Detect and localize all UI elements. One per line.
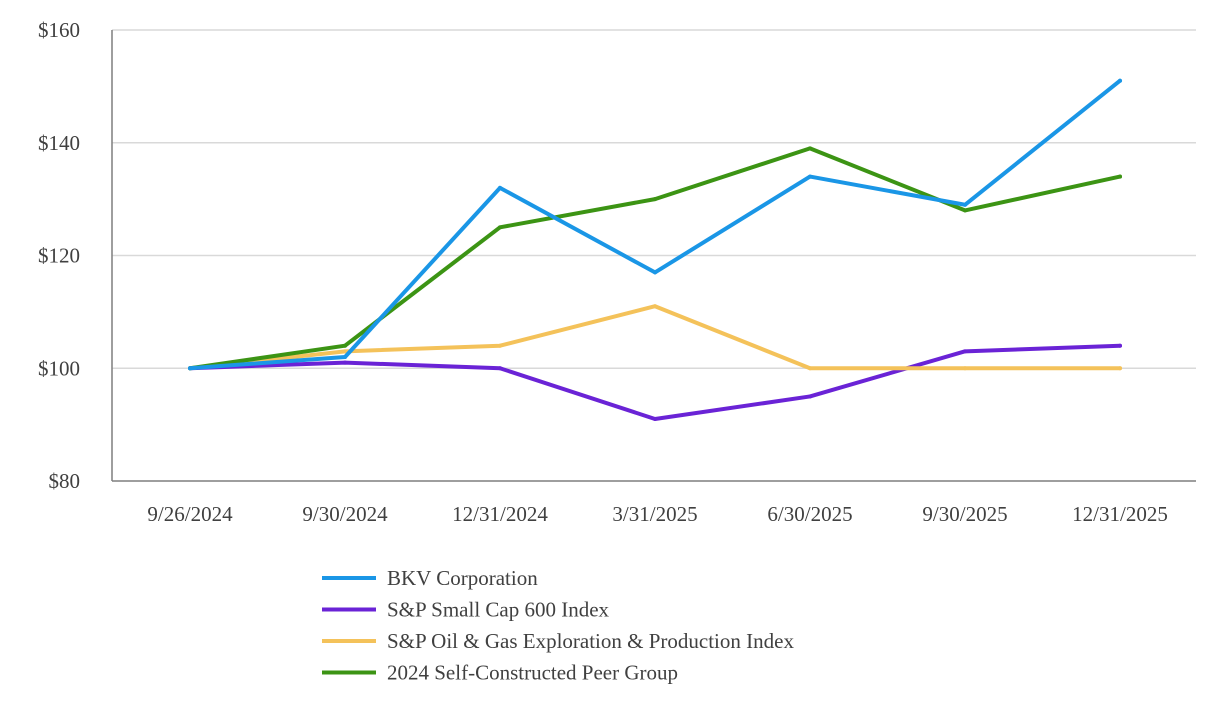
series-line-0 [188, 78, 1122, 371]
x-tick-label: 6/30/2025 [767, 502, 852, 526]
x-tick-label: 9/30/2025 [922, 502, 1007, 526]
data-point [963, 349, 967, 354]
y-axis-ticks: $80 $100 $120 $140 $160 [38, 18, 80, 493]
x-tick-label: 9/26/2024 [147, 502, 233, 526]
x-tick-label: 12/31/2024 [452, 502, 548, 526]
data-point [498, 185, 502, 190]
legend-label: BKV Corporation [387, 566, 538, 590]
x-tick-label: 3/31/2025 [612, 502, 697, 526]
data-point [653, 416, 657, 421]
data-point [963, 366, 967, 371]
data-point [808, 394, 812, 399]
legend-label: S&P Small Cap 600 Index [387, 598, 610, 622]
data-point [498, 225, 502, 230]
data-point [498, 343, 502, 348]
data-point [188, 366, 192, 371]
data-point [343, 360, 347, 365]
y-tick-label: $160 [38, 18, 80, 42]
data-point [498, 366, 502, 371]
legend: BKV Corporation S&P Small Cap 600 Index S&… [322, 566, 794, 685]
data-point [963, 202, 967, 207]
x-axis-ticks: 9/26/2024 9/30/2024 12/31/2024 3/31/2025 6/3… [147, 502, 1167, 526]
data-point [808, 366, 812, 371]
y-tick-label: $140 [38, 131, 80, 155]
data-point [653, 270, 657, 275]
x-tick-label: 12/31/2025 [1072, 502, 1168, 526]
data-point [653, 304, 657, 309]
y-tick-label: $120 [38, 244, 80, 268]
data-point [343, 343, 347, 348]
data-point [1118, 343, 1122, 348]
data-point [1118, 78, 1122, 83]
data-point [1118, 366, 1122, 371]
data-point [808, 146, 812, 151]
legend-label: 2024 Self-Constructed Peer Group [387, 661, 678, 685]
data-point [808, 174, 812, 179]
data-point [653, 197, 657, 202]
axes [111, 30, 1196, 482]
series-lines [188, 78, 1122, 421]
data-point [343, 349, 347, 354]
legend-label: S&P Oil & Gas Exploration & Production I… [387, 629, 794, 653]
y-tick-label: $80 [49, 469, 81, 493]
data-point [343, 354, 347, 359]
data-point [963, 208, 967, 213]
y-tick-label: $100 [38, 356, 80, 380]
data-point [1118, 174, 1122, 179]
x-tick-label: 9/30/2024 [302, 502, 388, 526]
series-line-3 [188, 146, 1122, 371]
